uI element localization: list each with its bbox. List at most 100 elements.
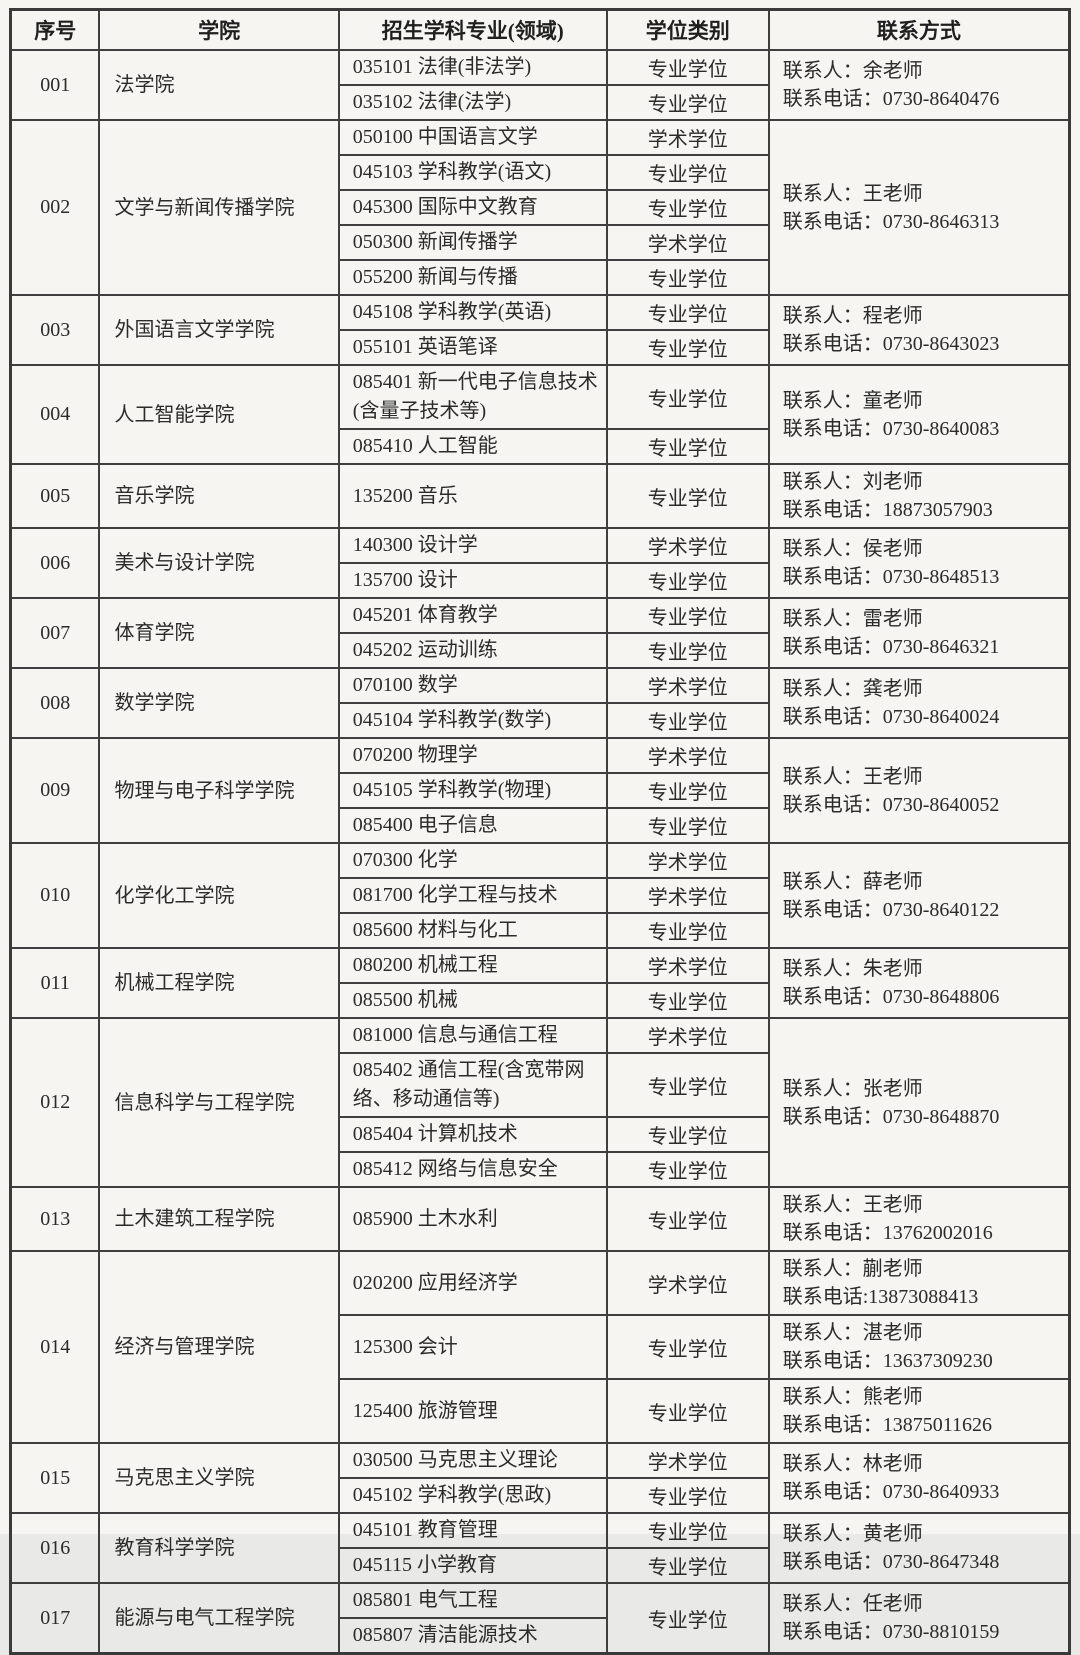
contact-person: 联系人：朱老师	[782, 958, 923, 980]
table-row: 009 物理与电子科学学院 070200 物理学 学术学位 联系人：王老师 联系电话：07…	[9, 737, 1071, 844]
contact-phone: 联系电话：0730-8646321	[782, 636, 1000, 658]
row-number-cell: 013	[9, 1186, 101, 1252]
subject-cell: 045201 体育教学	[337, 597, 608, 634]
contact-phone: 联系电话：0730-8640052	[782, 793, 1000, 816]
subject-cell: 085600 材料与化工	[337, 912, 608, 949]
table-row: 001 法学院 035101 法律(非法学) 专业学位 联系人：余老师 联系电话：0730…	[9, 49, 1071, 121]
degree-cell: 专业学位	[605, 1116, 770, 1153]
degree-cell: 学术学位	[605, 667, 770, 704]
contact-cell: 联系人：黄老师 联系电话：0730-8647348	[767, 1512, 1071, 1584]
table-row: 045104 学科教学(数学) 专业学位	[11, 702, 1070, 739]
degree-cell: 专业学位	[605, 982, 770, 1019]
subject-cell: 045104 学科教学(数学)	[337, 702, 608, 739]
contact-phone: 联系电话：0730-8640122	[782, 898, 1000, 921]
table-row: 005 音乐学院 135200 音乐 专业学位 联系人：刘老师 联系电话：18873057…	[9, 463, 1071, 529]
row-number-cell: 001	[9, 49, 101, 121]
contact-phone: 联系电话:13873088413	[782, 1286, 979, 1308]
contact-cell: 联系人：程老师 联系电话：0730-8643023	[767, 294, 1071, 366]
contact-phone: 联系电话：13875011626	[782, 1414, 992, 1436]
table-row: 085412 网络与信息安全 专业学位	[11, 1151, 1070, 1188]
college-cell: 物理与电子科学学院	[98, 737, 340, 844]
contact-cell: 联系人：刘老师 联系电话：18873057903	[767, 463, 1071, 529]
subject-cell: 035102 法律(法学)	[337, 84, 608, 121]
subject-cell: 070100 数学	[337, 667, 608, 704]
contact-phone: 联系电话：0730-8646313	[782, 210, 1000, 233]
table-row: 050300 新闻传播学 学术学位	[11, 224, 1070, 261]
contact-person: 联系人：龚老师	[782, 678, 923, 700]
subject-cell: 055200 新闻与传播	[337, 259, 608, 296]
degree-cell: 学术学位	[605, 842, 770, 879]
college-cell: 美术与设计学院	[98, 527, 340, 599]
degree-cell: 学术学位	[605, 1442, 770, 1479]
degree-cell: 专业学位	[605, 1052, 770, 1118]
college-cell: 教育科学学院	[98, 1512, 340, 1584]
row-number-cell: 006	[9, 527, 101, 599]
contact-cell: 联系人：雷老师 联系电话：0730-8646321	[767, 597, 1071, 669]
degree-cell: 专业学位	[605, 428, 770, 465]
table-row: 035102 法律(法学) 专业学位	[11, 84, 1070, 121]
header-row: 序号 学院 招生学科专业(领域) 学位类别 联系方式	[9, 8, 1071, 51]
table-row: 085500 机械 专业学位	[11, 982, 1070, 1019]
degree-cell: 学术学位	[605, 224, 770, 261]
contact-phone: 联系电话：0730-8810159	[782, 1621, 1000, 1643]
degree-cell: 学术学位	[605, 1017, 770, 1054]
row-number-cell: 008	[9, 667, 101, 739]
degree-cell: 学术学位	[605, 527, 770, 564]
table-row: 085402 通信工程(含宽带网络、移动通信等) 专业学位	[11, 1052, 1070, 1118]
subject-cell: 050100 中国语言文学	[337, 119, 608, 156]
table-row: 008 数学学院 070100 数学 学术学位 联系人：龚老师 联系电话：0730-864…	[9, 667, 1071, 739]
college-cell: 数学学院	[98, 667, 340, 739]
table-row: 085400 电子信息 专业学位	[11, 807, 1070, 844]
subject-cell: 045115 小学教育	[337, 1547, 608, 1584]
table-row: 125400 旅游管理 专业学位 联系人：熊老师 联系电话：13875011626	[11, 1378, 1071, 1444]
subject-cell: 080200 机械工程	[337, 947, 608, 984]
table-row: 006 美术与设计学院 140300 设计学 学术学位 联系人：侯老师 联系电话：0730…	[9, 527, 1071, 599]
contact-cell: 联系人：余老师 联系电话：0730-8640476	[767, 49, 1071, 121]
degree-cell: 学术学位	[605, 119, 770, 156]
subject-cell: 070300 化学	[337, 842, 608, 879]
contact-phone: 联系电话：0730-8648513	[782, 566, 1000, 588]
degree-cell: 专业学位	[605, 912, 770, 949]
degree-cell: 学术学位	[605, 737, 770, 774]
table-row: 013 土木建筑工程学院 085900 土木水利 专业学位 联系人：王老师 联系电话：13…	[9, 1186, 1071, 1252]
subject-cell: 081700 化学工程与技术	[337, 877, 608, 914]
column-header: 招生学科专业(领域)	[337, 8, 608, 51]
contact-person: 联系人：蒯老师	[782, 1258, 923, 1280]
table-row: 010 化学化工学院 070300 化学 学术学位 联系人：薛老师 联系电话：0730-8…	[9, 842, 1071, 949]
college-cell: 能源与电气工程学院	[98, 1582, 340, 1655]
subject-cell: 085500 机械	[337, 982, 608, 1019]
subject-cell: 045103 学科教学(语文)	[337, 154, 608, 191]
contact-person: 联系人：程老师	[782, 305, 923, 327]
subject-cell: 125300 会计	[337, 1314, 608, 1380]
degree-cell: 专业学位	[605, 772, 770, 809]
college-cell: 人工智能学院	[98, 364, 340, 465]
table-row: 007 体育学院 045201 体育教学 专业学位 联系人：雷老师 联系电话：0730-8…	[9, 597, 1071, 669]
contact-phone: 联系电话：18873057903	[782, 499, 993, 521]
subject-cell: 045202 运动训练	[337, 632, 608, 669]
contact-cell: 联系人：朱老师 联系电话：0730-8648806	[767, 947, 1071, 1019]
row-number-cell: 004	[9, 364, 101, 465]
table-row: 125300 会计 专业学位 联系人：湛老师 联系电话：13637309230	[11, 1314, 1071, 1380]
contact-cell: 联系人：龚老师 联系电话：0730-8640024	[767, 667, 1071, 739]
college-cell: 经济与管理学院	[98, 1250, 340, 1444]
subject-cell: 045105 学科教学(物理)	[337, 772, 608, 809]
column-header: 序号	[9, 8, 101, 51]
contact-cell: 联系人：林老师 联系电话：0730-8640933	[767, 1442, 1071, 1514]
contact-person: 联系人：余老师	[782, 60, 923, 82]
contact-cell: 联系人：湛老师 联系电话：13637309230	[767, 1314, 1071, 1380]
degree-cell: 专业学位	[605, 49, 770, 86]
contact-person: 联系人：黄老师	[782, 1523, 923, 1545]
contact-person: 联系人：薛老师	[782, 870, 923, 893]
column-header: 学位类别	[605, 8, 770, 51]
row-number-cell: 010	[9, 842, 101, 949]
contact-cell: 联系人：王老师 联系电话：0730-8640052	[767, 737, 1071, 844]
row-number-cell: 009	[9, 737, 101, 844]
subject-cell: 125400 旅游管理	[337, 1378, 608, 1444]
table-row: 016 教育科学学院 045101 教育管理 专业学位 联系人：黄老师 联系电话：0730…	[9, 1512, 1071, 1584]
column-header: 学院	[98, 8, 340, 51]
degree-cell: 学术学位	[605, 947, 770, 984]
contact-phone: 联系电话：0730-8640933	[782, 1481, 1000, 1503]
degree-cell: 专业学位	[605, 463, 770, 529]
subject-cell: 055101 英语笔译	[337, 329, 608, 366]
